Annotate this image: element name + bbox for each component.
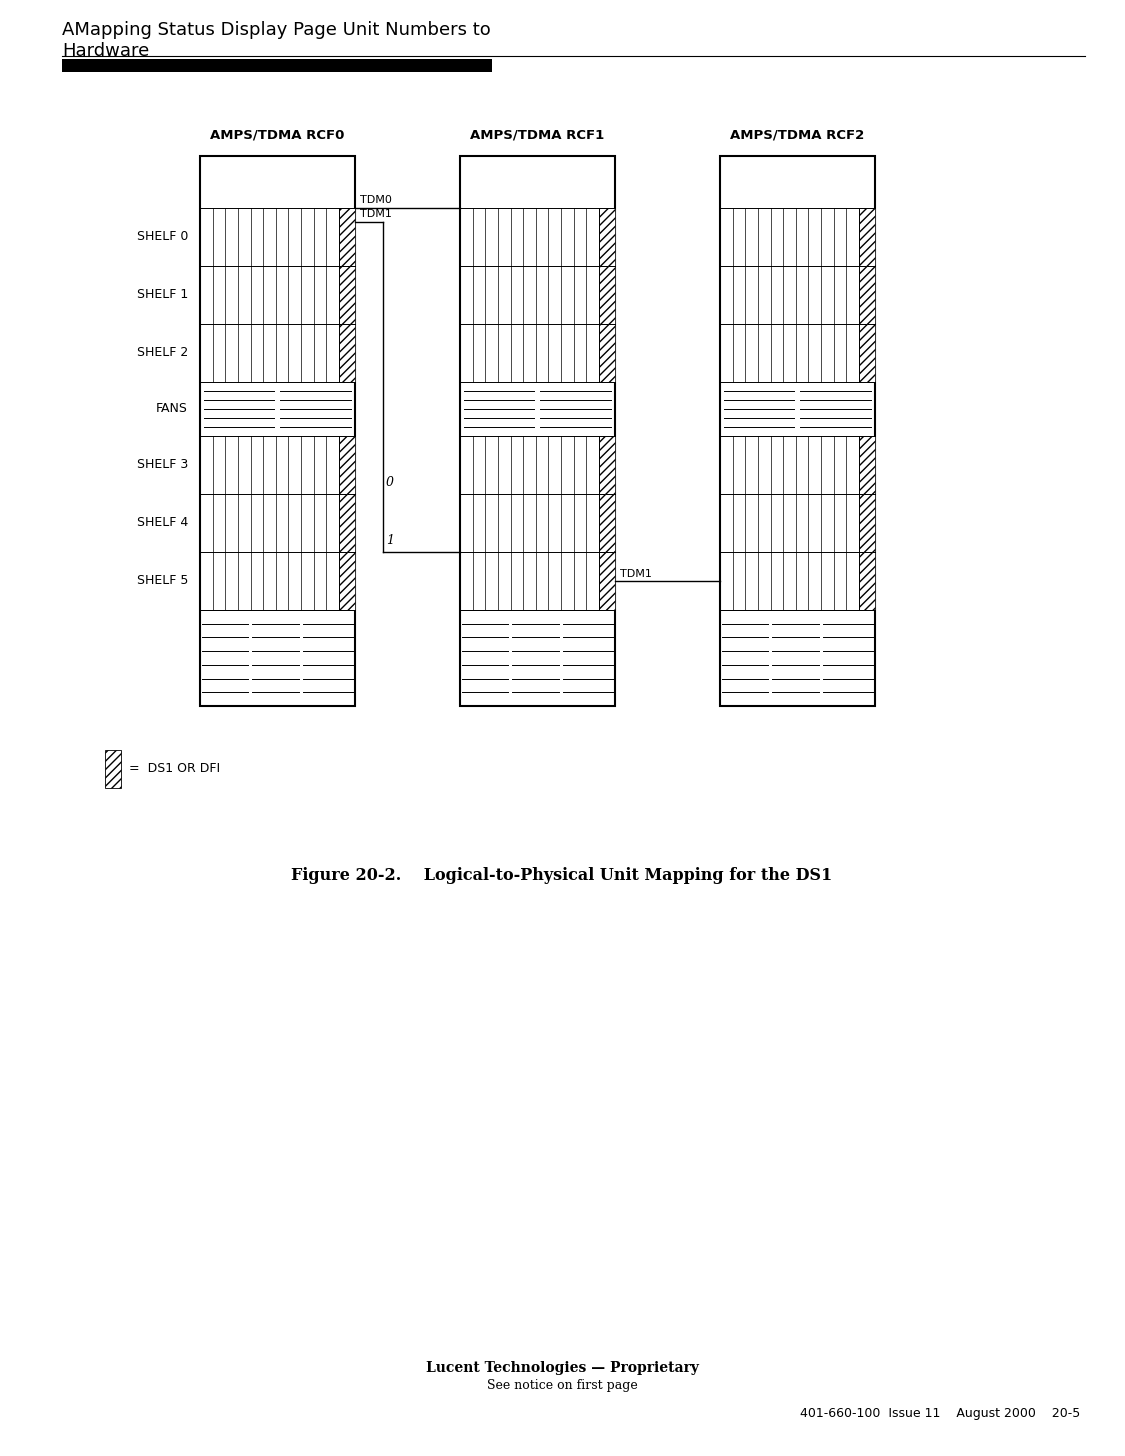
Bar <box>200 156 356 706</box>
Bar <box>598 266 615 325</box>
Text: SHELF 5: SHELF 5 <box>136 575 188 588</box>
Bar <box>598 435 615 494</box>
Bar <box>598 208 615 266</box>
Text: TDM0: TDM0 <box>360 195 391 205</box>
Text: AMPS/TDMA RCF2: AMPS/TDMA RCF2 <box>730 128 865 141</box>
Bar <box>860 494 875 552</box>
Bar <box>598 325 615 381</box>
Text: AMapping Status Display Page Unit Numbers to: AMapping Status Display Page Unit Number… <box>62 20 490 39</box>
Bar <box>339 494 356 552</box>
Text: Lucent Technologies — Proprietary: Lucent Technologies — Proprietary <box>425 1361 699 1374</box>
Text: 1: 1 <box>386 534 394 547</box>
Text: AMPS/TDMA RCF1: AMPS/TDMA RCF1 <box>470 128 604 141</box>
Text: SHELF 4: SHELF 4 <box>137 517 188 530</box>
Text: SHELF 1: SHELF 1 <box>137 288 188 301</box>
Bar <box>339 435 356 494</box>
Text: =  DS1 OR DFI: = DS1 OR DFI <box>129 763 220 776</box>
Text: TDM1: TDM1 <box>360 210 391 218</box>
Text: SHELF 3: SHELF 3 <box>137 459 188 472</box>
Text: See notice on first page: See notice on first page <box>487 1379 638 1392</box>
Bar <box>720 156 875 706</box>
Bar <box>860 325 875 381</box>
Bar <box>339 208 356 266</box>
Text: 0: 0 <box>386 476 394 489</box>
Text: Figure 20-2.    Logical-to-Physical Unit Mapping for the DS1: Figure 20-2. Logical-to-Physical Unit Ma… <box>291 868 832 884</box>
Bar <box>339 552 356 610</box>
Bar <box>62 60 492 71</box>
Bar <box>598 494 615 552</box>
Text: SHELF 2: SHELF 2 <box>137 347 188 360</box>
Text: Hardware: Hardware <box>62 42 150 60</box>
Bar <box>105 750 122 788</box>
Text: 401-660-100  Issue 11    August 2000    20-5: 401-660-100 Issue 11 August 2000 20-5 <box>800 1408 1080 1421</box>
Text: SHELF 0: SHELF 0 <box>136 230 188 243</box>
Bar <box>860 208 875 266</box>
Bar <box>339 325 356 381</box>
Bar <box>860 552 875 610</box>
Text: FANS: FANS <box>156 402 188 415</box>
Bar <box>460 156 615 706</box>
Bar <box>860 266 875 325</box>
Bar <box>339 266 356 325</box>
Text: AMPS/TDMA RCF0: AMPS/TDMA RCF0 <box>210 128 344 141</box>
Bar <box>860 435 875 494</box>
Text: TDM1: TDM1 <box>620 569 651 579</box>
Bar <box>598 552 615 610</box>
